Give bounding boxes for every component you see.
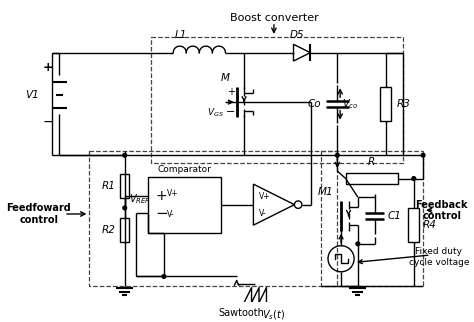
Bar	[346, 173, 398, 184]
Text: Feedback: Feedback	[416, 200, 468, 210]
Text: +: +	[43, 61, 54, 74]
Polygon shape	[293, 44, 310, 61]
Text: V-: V-	[167, 210, 174, 219]
Text: R4: R4	[423, 220, 437, 230]
Text: V+: V+	[259, 192, 271, 201]
Text: control: control	[422, 211, 461, 221]
Text: control: control	[19, 214, 58, 224]
Circle shape	[356, 242, 360, 246]
Text: +: +	[227, 87, 235, 97]
Text: V1: V1	[25, 90, 39, 99]
Text: M: M	[221, 73, 230, 83]
Text: Co: Co	[308, 99, 321, 109]
Bar	[408, 208, 419, 242]
Text: Feedfoward: Feedfoward	[7, 204, 71, 213]
Text: V+: V+	[167, 189, 178, 198]
Text: R: R	[368, 157, 375, 167]
Text: R3: R3	[397, 99, 411, 109]
Text: Sawtooth: Sawtooth	[219, 308, 264, 318]
Bar	[120, 218, 129, 242]
Text: $V_{co}$: $V_{co}$	[342, 97, 358, 111]
Text: L1: L1	[174, 30, 187, 40]
Bar	[151, 37, 402, 163]
Text: −: −	[155, 205, 168, 221]
Text: $V_{REF}$: $V_{REF}$	[129, 192, 151, 206]
Text: Comparator: Comparator	[157, 165, 211, 174]
Text: R2: R2	[101, 225, 115, 235]
Circle shape	[421, 153, 425, 157]
Text: D5: D5	[290, 30, 304, 40]
Circle shape	[162, 275, 166, 278]
Text: −: −	[43, 115, 54, 129]
Text: R1: R1	[101, 181, 115, 191]
Circle shape	[123, 206, 127, 210]
Bar	[89, 151, 337, 286]
Text: Boost converter: Boost converter	[229, 13, 319, 23]
Text: +: +	[155, 189, 167, 203]
Text: C1: C1	[388, 211, 401, 221]
Text: cycle voltage: cycle voltage	[409, 258, 469, 267]
Text: Fixed duty: Fixed duty	[415, 247, 463, 256]
Text: $V_{GS}$: $V_{GS}$	[207, 107, 224, 119]
Circle shape	[412, 177, 416, 180]
Bar	[148, 177, 221, 232]
Circle shape	[123, 153, 127, 157]
Text: −: −	[225, 107, 235, 117]
Bar	[380, 87, 392, 121]
Text: $V_s(t)$: $V_s(t)$	[263, 308, 285, 322]
Bar	[320, 151, 423, 286]
Text: M1: M1	[318, 187, 333, 197]
Bar	[120, 174, 129, 198]
Circle shape	[336, 153, 339, 157]
Text: V-: V-	[259, 209, 266, 218]
